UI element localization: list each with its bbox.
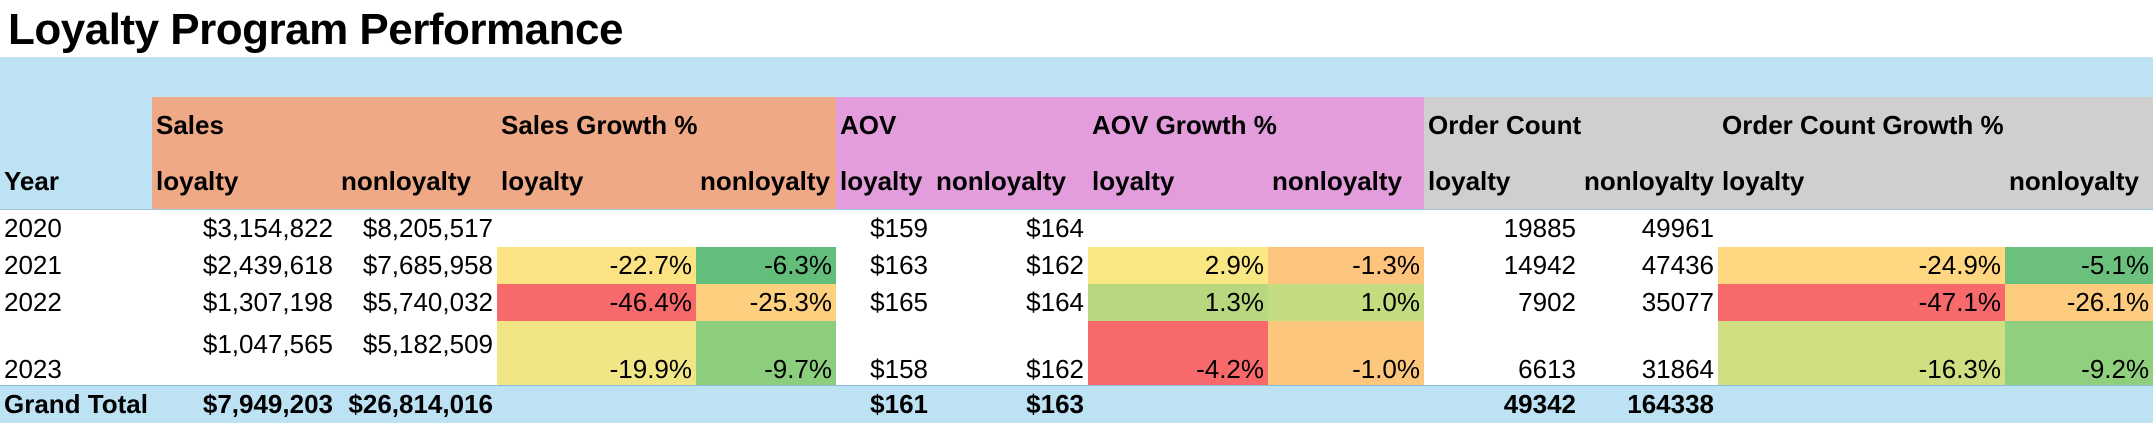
aov-nonloyalty-cell[interactable]: $162 [932, 321, 1088, 386]
aov-nonloyalty-cell[interactable]: $162 [932, 247, 1088, 284]
year-cell[interactable]: 2023 [0, 321, 152, 386]
sales-growth-loyalty-cell[interactable] [497, 210, 696, 248]
order-count-nonloyalty-cell[interactable]: 35077 [1580, 284, 1718, 321]
sub-header-sales-growth-nonloyalty[interactable]: nonloyalty [696, 153, 836, 210]
order-growth-loyalty-cell[interactable] [1718, 210, 2005, 248]
total-aov-loyalty-cell[interactable]: $161 [836, 386, 932, 423]
aov-growth-loyalty-cell[interactable]: -4.2% [1088, 321, 1268, 386]
total-sales-growth-nonloyalty-cell[interactable] [696, 386, 836, 423]
year-cell[interactable]: 2022 [0, 284, 152, 321]
sales-growth-nonloyalty-cell[interactable]: -6.3% [696, 247, 836, 284]
order-count-loyalty-cell[interactable]: 14942 [1424, 247, 1580, 284]
sales-loyalty-cell[interactable]: $3,154,822 [152, 210, 337, 248]
sales-loyalty-cell[interactable]: $2,439,618 [152, 247, 337, 284]
year-cell[interactable]: 2021 [0, 247, 152, 284]
total-order-count-nonloyalty-cell[interactable]: 164338 [1580, 386, 1718, 423]
sales-growth-loyalty-cell[interactable]: -22.7% [497, 247, 696, 284]
year-header-spacer [0, 97, 152, 153]
sub-header-order-growth-loyalty[interactable]: loyalty [1718, 153, 2005, 210]
order-count-loyalty-cell[interactable]: 6613 [1424, 321, 1580, 386]
sales-growth-loyalty-cell[interactable]: -19.9% [497, 321, 696, 386]
aov-loyalty-cell[interactable]: $163 [836, 247, 932, 284]
group-header-order-count[interactable]: Order Count [1424, 97, 1718, 153]
table-row-2020: 2020 $3,154,822 $8,205,517 $159 $164 198… [0, 210, 2153, 248]
grand-total-label[interactable]: Grand Total [0, 386, 152, 423]
aov-growth-nonloyalty-cell[interactable]: -1.0% [1268, 321, 1424, 386]
total-aov-nonloyalty-cell[interactable]: $163 [932, 386, 1088, 423]
group-header-sales-growth[interactable]: Sales Growth % [497, 97, 836, 153]
sales-growth-loyalty-cell[interactable]: -46.4% [497, 284, 696, 321]
total-aov-growth-nonloyalty-cell[interactable] [1268, 386, 1424, 423]
sales-growth-nonloyalty-cell[interactable]: -25.3% [696, 284, 836, 321]
total-sales-nonloyalty-cell[interactable]: $26,814,016 [337, 386, 497, 423]
sub-header-sales-growth-loyalty[interactable]: loyalty [497, 153, 696, 210]
order-growth-loyalty-cell[interactable]: -16.3% [1718, 321, 2005, 386]
total-sales-growth-loyalty-cell[interactable] [497, 386, 696, 423]
order-growth-nonloyalty-cell[interactable] [2005, 210, 2153, 248]
header-band [0, 57, 2153, 97]
total-order-growth-nonloyalty-cell[interactable] [2005, 386, 2153, 423]
order-growth-nonloyalty-cell[interactable]: -5.1% [2005, 247, 2153, 284]
year-header[interactable]: Year [0, 153, 152, 210]
table-row-2023: 2023 $1,047,565 $5,182,509 -19.9% -9.7% … [0, 321, 2153, 386]
sub-header-sales-nonloyalty[interactable]: nonloyalty [337, 153, 497, 210]
sales-growth-nonloyalty-cell[interactable]: -9.7% [696, 321, 836, 386]
total-sales-loyalty-cell[interactable]: $7,949,203 [152, 386, 337, 423]
aov-growth-nonloyalty-cell[interactable]: 1.0% [1268, 284, 1424, 321]
sales-nonloyalty-cell[interactable]: $5,740,032 [337, 284, 497, 321]
aov-growth-loyalty-cell[interactable] [1088, 210, 1268, 248]
order-growth-loyalty-cell[interactable]: -24.9% [1718, 247, 2005, 284]
aov-loyalty-cell[interactable]: $165 [836, 284, 932, 321]
sales-nonloyalty-cell[interactable]: $8,205,517 [337, 210, 497, 248]
sales-growth-nonloyalty-cell[interactable] [696, 210, 836, 248]
pivot-table: Sales Sales Growth % AOV AOV Growth % Or… [0, 57, 2153, 423]
aov-nonloyalty-cell[interactable]: $164 [932, 284, 1088, 321]
sub-header-aov-loyalty[interactable]: loyalty [836, 153, 932, 210]
order-count-nonloyalty-cell[interactable]: 47436 [1580, 247, 1718, 284]
sales-nonloyalty-cell[interactable]: $5,182,509 [337, 321, 497, 386]
aov-growth-loyalty-cell[interactable]: 2.9% [1088, 247, 1268, 284]
year-cell[interactable]: 2020 [0, 210, 152, 248]
order-count-loyalty-cell[interactable]: 7902 [1424, 284, 1580, 321]
order-count-nonloyalty-cell[interactable]: 31864 [1580, 321, 1718, 386]
sheet-title: Loyalty Program Performance [8, 2, 623, 58]
sales-loyalty-cell[interactable]: $1,307,198 [152, 284, 337, 321]
aov-loyalty-cell[interactable]: $159 [836, 210, 932, 248]
aov-growth-nonloyalty-cell[interactable]: -1.3% [1268, 247, 1424, 284]
table-row-2021: 2021 $2,439,618 $7,685,958 -22.7% -6.3% … [0, 247, 2153, 284]
order-growth-loyalty-cell[interactable]: -47.1% [1718, 284, 2005, 321]
sub-header-row: Year loyalty nonloyalty loyalty nonloyal… [0, 153, 2153, 210]
group-header-sales[interactable]: Sales [152, 97, 497, 153]
order-count-nonloyalty-cell[interactable]: 49961 [1580, 210, 1718, 248]
aov-growth-loyalty-cell[interactable]: 1.3% [1088, 284, 1268, 321]
order-growth-nonloyalty-cell[interactable]: -9.2% [2005, 321, 2153, 386]
sub-header-order-count-nonloyalty[interactable]: nonloyalty [1580, 153, 1718, 210]
group-header-aov-growth[interactable]: AOV Growth % [1088, 97, 1424, 153]
sub-header-aov-growth-nonloyalty[interactable]: nonloyalty [1268, 153, 1424, 210]
total-order-growth-loyalty-cell[interactable] [1718, 386, 2005, 423]
sub-header-aov-nonloyalty[interactable]: nonloyalty [932, 153, 1088, 210]
sales-loyalty-cell[interactable]: $1,047,565 [152, 321, 337, 386]
sub-header-order-count-loyalty[interactable]: loyalty [1424, 153, 1580, 210]
grand-total-row: Grand Total $7,949,203 $26,814,016 $161 … [0, 386, 2153, 423]
aov-growth-nonloyalty-cell[interactable] [1268, 210, 1424, 248]
total-order-count-loyalty-cell[interactable]: 49342 [1424, 386, 1580, 423]
sales-nonloyalty-cell[interactable]: $7,685,958 [337, 247, 497, 284]
group-header-aov[interactable]: AOV [836, 97, 1088, 153]
order-count-loyalty-cell[interactable]: 19885 [1424, 210, 1580, 248]
sub-header-order-growth-nonloyalty[interactable]: nonloyalty [2005, 153, 2153, 210]
order-growth-nonloyalty-cell[interactable]: -26.1% [2005, 284, 2153, 321]
sub-header-sales-loyalty[interactable]: loyalty [152, 153, 337, 210]
table-row-2022: 2022 $1,307,198 $5,740,032 -46.4% -25.3%… [0, 284, 2153, 321]
sub-header-aov-growth-loyalty[interactable]: loyalty [1088, 153, 1268, 210]
group-header-order-count-growth[interactable]: Order Count Growth % [1718, 97, 2153, 153]
aov-nonloyalty-cell[interactable]: $164 [932, 210, 1088, 248]
aov-loyalty-cell[interactable]: $158 [836, 321, 932, 386]
header-spacer-row [0, 57, 2153, 97]
group-header-row: Sales Sales Growth % AOV AOV Growth % Or… [0, 97, 2153, 153]
total-aov-growth-loyalty-cell[interactable] [1088, 386, 1268, 423]
